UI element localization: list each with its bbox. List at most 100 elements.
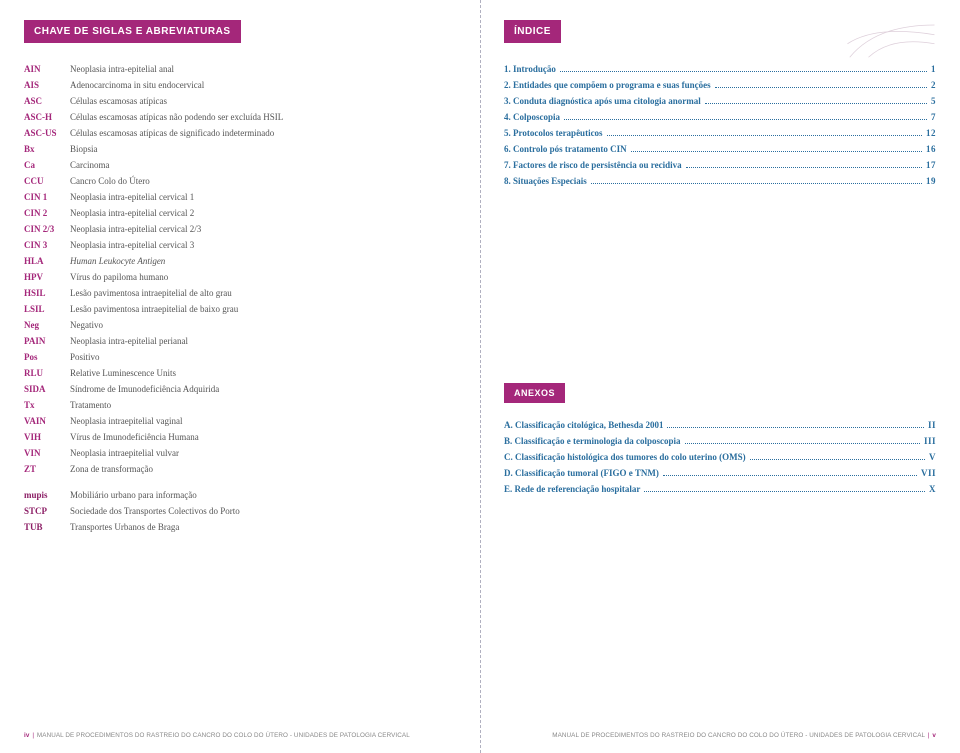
toc-page: X	[929, 484, 936, 494]
toc-label: D. Classificação tumoral (FIGO e TNM)	[504, 468, 659, 478]
abbrev-row: VIHVírus de Imunodeficiência Humana	[24, 429, 456, 445]
abbrev-key: AIS	[24, 81, 70, 90]
footer-page-num-right: v	[932, 732, 936, 739]
abbrev-row: HLAHuman Leukocyte Antigen	[24, 253, 456, 269]
toc-row: 5. Protocolos terapêuticos12	[504, 125, 936, 141]
abbrev-value: Neoplasia intra-epitelial cervical 2/3	[70, 225, 201, 234]
toc-row: A. Classificação citológica, Bethesda 20…	[504, 417, 936, 433]
toc-page: 7	[931, 112, 936, 122]
abbrev-row: NegNegativo	[24, 317, 456, 333]
toc-row: 8. Situações Especiais19	[504, 173, 936, 189]
abbrev-value: Neoplasia intraepitelial vaginal	[70, 417, 182, 426]
abbrev-key: Tx	[24, 401, 70, 410]
abbrev-key: SIDA	[24, 385, 70, 394]
toc-label: 7. Factores de risco de persistência ou …	[504, 160, 682, 170]
toc-row: B. Classificação e terminologia da colpo…	[504, 433, 936, 449]
toc-dots	[591, 183, 922, 184]
abbrev-row: HPVVírus do papiloma humano	[24, 269, 456, 285]
toc-page: 12	[926, 128, 936, 138]
abbrev-row: ASCCélulas escamosas atípicas	[24, 93, 456, 109]
right-header: ÍNDICE	[504, 20, 561, 43]
abbrev-value: Negativo	[70, 321, 103, 330]
abbrev-key: CIN 2	[24, 209, 70, 218]
abbrev-row: CIN 2/3Neoplasia intra-epitelial cervica…	[24, 221, 456, 237]
abbrev-row: VINNeoplasia intraepitelial vulvar	[24, 445, 456, 461]
abbrev-value: Adenocarcinoma in situ endocervical	[70, 81, 204, 90]
abbrev-value: Neoplasia intra-epitelial cervical 3	[70, 241, 194, 250]
toc-dots	[564, 119, 927, 120]
toc-row: 1. Introdução1	[504, 61, 936, 77]
page-right: ÍNDICE 1. Introdução12. Entidades que co…	[480, 0, 960, 753]
abbrev-value: Síndrome de Imunodeficiência Adquirida	[70, 385, 219, 394]
toc-label: C. Classificação histológica dos tumores…	[504, 452, 746, 462]
abbrev-value: Mobiliário urbano para informação	[70, 491, 197, 500]
abbrev-row: CIN 1Neoplasia intra-epitelial cervical …	[24, 189, 456, 205]
abbrev-value: Cancro Colo do Útero	[70, 177, 150, 186]
abbrev-value: Zona de transformação	[70, 465, 153, 474]
toc-row: 4. Colposcopia 7	[504, 109, 936, 125]
abbrev-row: CIN 3Neoplasia intra-epitelial cervical …	[24, 237, 456, 253]
abbrev-separator	[24, 477, 456, 487]
abbrev-list-2: mupisMobiliário urbano para informaçãoST…	[24, 487, 456, 535]
abbrev-row: AINNeoplasia intra-epitelial anal	[24, 61, 456, 77]
abbrev-row: RLURelative Luminescence Units	[24, 365, 456, 381]
abbrev-row: ASC-USCélulas escamosas atípicas de sign…	[24, 125, 456, 141]
abbrev-key: HLA	[24, 257, 70, 266]
abbrev-key: VIH	[24, 433, 70, 442]
abbrev-key: CCU	[24, 177, 70, 186]
toc-dots	[715, 87, 927, 88]
abbrev-value: Neoplasia intra-epitelial cervical 2	[70, 209, 194, 218]
abbrev-value: Neoplasia intra-epitelial anal	[70, 65, 174, 74]
abbrev-list-1: AINNeoplasia intra-epitelial analAISAden…	[24, 61, 456, 477]
toc-label: 4. Colposcopia	[504, 112, 560, 122]
abbrev-key: CIN 1	[24, 193, 70, 202]
toc-spacer	[504, 189, 936, 361]
decorative-curves-icon	[846, 20, 936, 60]
abbrev-key: ZT	[24, 465, 70, 474]
toc-page: 1	[931, 64, 936, 74]
footer-text-left: MANUAL DE PROCEDIMENTOS DO RASTREIO DO C…	[37, 732, 410, 739]
abbrev-key: Pos	[24, 353, 70, 362]
toc-dots	[644, 491, 925, 492]
abbrev-value: Vírus do papiloma humano	[70, 273, 168, 282]
abbrev-value: Lesão pavimentosa intraepitelial de alto…	[70, 289, 232, 298]
abbrev-key: Bx	[24, 145, 70, 154]
toc-row: 3. Conduta diagnóstica após uma citologi…	[504, 93, 936, 109]
abbrev-key: Ca	[24, 161, 70, 170]
toc-label: A. Classificação citológica, Bethesda 20…	[504, 420, 663, 430]
abbrev-row: CCUCancro Colo do Útero	[24, 173, 456, 189]
toc-label: 3. Conduta diagnóstica após uma citologi…	[504, 96, 701, 106]
abbrev-key: AIN	[24, 65, 70, 74]
toc-page: III	[924, 436, 936, 446]
toc-dots	[750, 459, 925, 460]
toc-page: 19	[926, 176, 936, 186]
abbrev-row: HSILLesão pavimentosa intraepitelial de …	[24, 285, 456, 301]
toc-page: 16	[926, 144, 936, 154]
abbrev-value: Human Leukocyte Antigen	[70, 257, 165, 266]
abbrev-value: Biopsia	[70, 145, 98, 154]
abbrev-row: PAINNeoplasia intra-epitelial perianal	[24, 333, 456, 349]
abbrev-row: TxTratamento	[24, 397, 456, 413]
abbrev-value: Transportes Urbanos de Braga	[70, 523, 179, 532]
toc-page: 5	[931, 96, 936, 106]
toc-page: 17	[926, 160, 936, 170]
abbrev-key: mupis	[24, 491, 70, 500]
toc-row: 2. Entidades que compõem o programa e su…	[504, 77, 936, 93]
toc-dots	[560, 71, 927, 72]
abbrev-value: Lesão pavimentosa intraepitelial de baix…	[70, 305, 238, 314]
abbrev-key: STCP	[24, 507, 70, 516]
right-header-row: ÍNDICE	[504, 20, 936, 61]
abbrev-row: PosPositivo	[24, 349, 456, 365]
footer-sep-left: |	[32, 732, 34, 739]
footer-text-right: MANUAL DE PROCEDIMENTOS DO RASTREIO DO C…	[552, 732, 925, 739]
toc-row: 6. Controlo pós tratamento CIN16	[504, 141, 936, 157]
toc-row: C. Classificação histológica dos tumores…	[504, 449, 936, 465]
toc-page: V	[929, 452, 936, 462]
abbrev-value: Células escamosas atípicas	[70, 97, 167, 106]
abbrev-key: ASC-US	[24, 129, 70, 138]
abbrev-value: Neoplasia intra-epitelial perianal	[70, 337, 188, 346]
abbrev-key: TUB	[24, 523, 70, 532]
abbrev-row: CaCarcinoma	[24, 157, 456, 173]
abbrev-key: VIN	[24, 449, 70, 458]
toc-row: E. Rede de referenciação hospitalarX	[504, 481, 936, 497]
